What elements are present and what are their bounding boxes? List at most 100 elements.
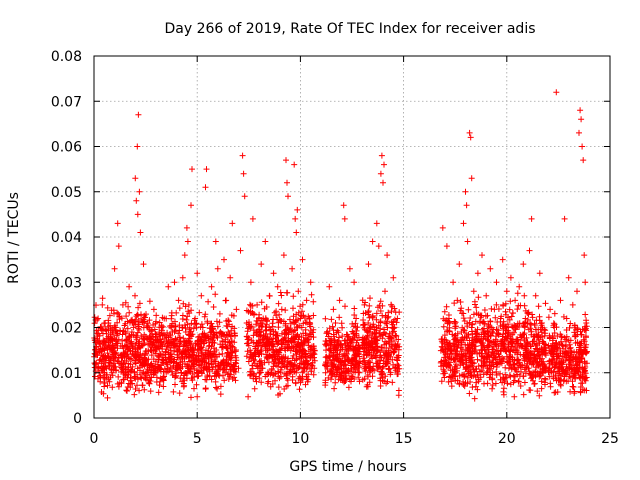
data-point-cluster	[393, 333, 400, 339]
data-point	[262, 238, 269, 245]
data-point-cluster	[521, 379, 528, 386]
data-point-cluster	[558, 341, 565, 348]
data-point-cluster	[96, 348, 103, 355]
data-point-cluster	[127, 339, 134, 346]
data-point	[569, 301, 576, 308]
data-point-cluster	[329, 370, 336, 376]
data-point-cluster	[293, 348, 300, 355]
data-point-cluster	[183, 316, 190, 323]
data-point-cluster	[565, 337, 572, 344]
data-point-cluster	[175, 330, 182, 337]
data-point-cluster	[542, 327, 549, 334]
data-point-cluster	[332, 373, 339, 380]
data-point	[150, 306, 157, 313]
data-point	[128, 356, 135, 363]
data-point	[245, 342, 252, 349]
data-point-cluster	[456, 372, 463, 379]
data-point-cluster	[259, 324, 266, 330]
data-point	[563, 315, 570, 322]
x-tick-label: 25	[601, 431, 619, 447]
data-point-cluster	[193, 369, 200, 376]
data-point-cluster	[525, 309, 532, 316]
data-point-cluster	[299, 301, 306, 308]
data-point	[514, 356, 521, 363]
data-point	[458, 329, 465, 335]
data-point-cluster	[115, 383, 122, 390]
data-point-cluster	[269, 323, 276, 330]
data-point	[144, 324, 151, 331]
data-point	[487, 265, 494, 272]
data-point-cluster	[130, 332, 137, 339]
data-point	[294, 206, 301, 213]
data-point-cluster	[119, 331, 126, 338]
data-point-cluster	[322, 315, 329, 322]
data-point-cluster	[460, 315, 467, 322]
data-point-cluster	[227, 333, 234, 340]
data-point-cluster	[251, 385, 258, 392]
data-point-cluster	[179, 363, 186, 370]
data-point-cluster	[136, 387, 143, 394]
data-point	[126, 283, 133, 290]
data-point-cluster	[100, 338, 107, 345]
data-point-cluster	[459, 334, 466, 341]
data-point-cluster	[382, 373, 389, 380]
data-point-cluster	[168, 309, 175, 316]
data-point-cluster	[309, 362, 316, 369]
data-point-cluster	[558, 358, 565, 365]
data-point-cluster	[546, 365, 553, 372]
data-point-cluster	[100, 390, 107, 397]
data-point-cluster	[293, 317, 300, 324]
data-point	[463, 202, 470, 209]
data-point	[159, 356, 166, 363]
data-point-cluster	[335, 337, 342, 344]
data-point	[365, 261, 372, 268]
data-point-cluster	[368, 334, 375, 341]
data-point-cluster	[513, 347, 520, 354]
data-point-cluster	[447, 350, 453, 357]
data-point-cluster	[275, 337, 282, 344]
data-point-cluster	[329, 323, 336, 330]
data-point	[270, 270, 277, 277]
data-point-cluster	[373, 333, 380, 340]
data-point-cluster	[373, 310, 380, 317]
data-point-cluster	[265, 340, 272, 347]
data-point-cluster	[376, 302, 383, 309]
data-point-cluster	[449, 375, 456, 382]
data-point	[349, 356, 355, 363]
data-point-cluster	[529, 341, 536, 347]
data-point-cluster	[573, 367, 580, 374]
data-point-cluster	[186, 324, 193, 331]
data-point	[460, 220, 467, 227]
data-point	[338, 369, 345, 376]
data-point-cluster	[275, 384, 282, 391]
data-point-cluster	[395, 336, 402, 343]
data-point-cluster	[270, 343, 277, 350]
data-point-cluster	[582, 377, 589, 384]
data-point	[503, 288, 510, 295]
data-point-cluster	[163, 346, 170, 353]
data-point-cluster	[298, 334, 305, 341]
data-point-cluster	[473, 330, 480, 337]
data-point-cluster	[481, 320, 488, 327]
data-point-cluster	[245, 358, 252, 365]
data-point-cluster	[493, 342, 500, 349]
data-point	[167, 351, 174, 358]
data-point-cluster	[481, 330, 488, 337]
data-point	[577, 107, 584, 114]
data-point	[229, 220, 236, 227]
data-point-cluster	[492, 336, 499, 343]
data-point-cluster	[497, 360, 503, 367]
data-point-cluster	[361, 321, 368, 328]
data-point	[375, 243, 382, 250]
data-point-cluster	[394, 342, 401, 349]
data-point	[256, 333, 263, 340]
data-point-cluster	[210, 337, 216, 344]
data-point-cluster	[121, 322, 128, 329]
data-point-cluster	[187, 366, 194, 372]
data-point	[530, 333, 537, 340]
data-point-cluster	[492, 354, 499, 361]
data-point	[579, 143, 586, 150]
data-point-cluster	[194, 340, 201, 347]
data-point-cluster	[456, 339, 462, 346]
data-point-cluster	[337, 341, 344, 348]
